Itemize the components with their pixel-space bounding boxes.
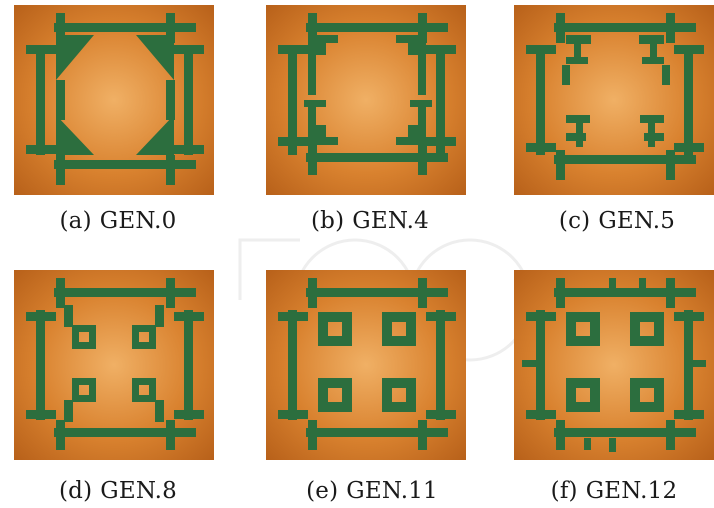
caption-label: (b) [310, 208, 345, 234]
caption-gen-11: (e) GEN.11 [262, 478, 482, 504]
caption-gen-4: (b) GEN.4 [260, 208, 480, 234]
caption-title: GEN.5 [598, 208, 676, 234]
panel-gen-11 [266, 270, 466, 460]
panel-gen-4 [266, 5, 466, 195]
caption-label: (c) [558, 208, 591, 234]
caption-title: GEN.4 [352, 208, 430, 234]
caption-label: (a) [59, 208, 92, 234]
caption-title: GEN.11 [346, 478, 438, 504]
caption-label: (d) [58, 478, 93, 504]
antenna-pattern-gen-5 [514, 5, 714, 195]
antenna-pattern-gen-0 [14, 5, 214, 195]
panel-gen-12 [514, 270, 714, 460]
antenna-pattern-gen-11 [266, 270, 466, 460]
antenna-pattern-gen-8 [14, 270, 214, 460]
caption-title: GEN.0 [99, 208, 177, 234]
caption-gen-12: (f) GEN.12 [504, 478, 714, 504]
caption-gen-5: (c) GEN.5 [507, 208, 714, 234]
panel-gen-0 [14, 5, 214, 195]
caption-title: GEN.12 [585, 478, 678, 504]
panel-gen-8 [14, 270, 214, 460]
antenna-pattern-gen-12 [514, 270, 714, 460]
caption-gen-8: (d) GEN.8 [8, 478, 228, 504]
caption-label: (e) [306, 478, 339, 504]
antenna-pattern-gen-4 [266, 5, 466, 195]
caption-gen-0: (a) GEN.0 [8, 208, 228, 234]
caption-title: GEN.8 [100, 478, 178, 504]
caption-label: (f) [550, 478, 578, 504]
panel-gen-5 [514, 5, 714, 195]
